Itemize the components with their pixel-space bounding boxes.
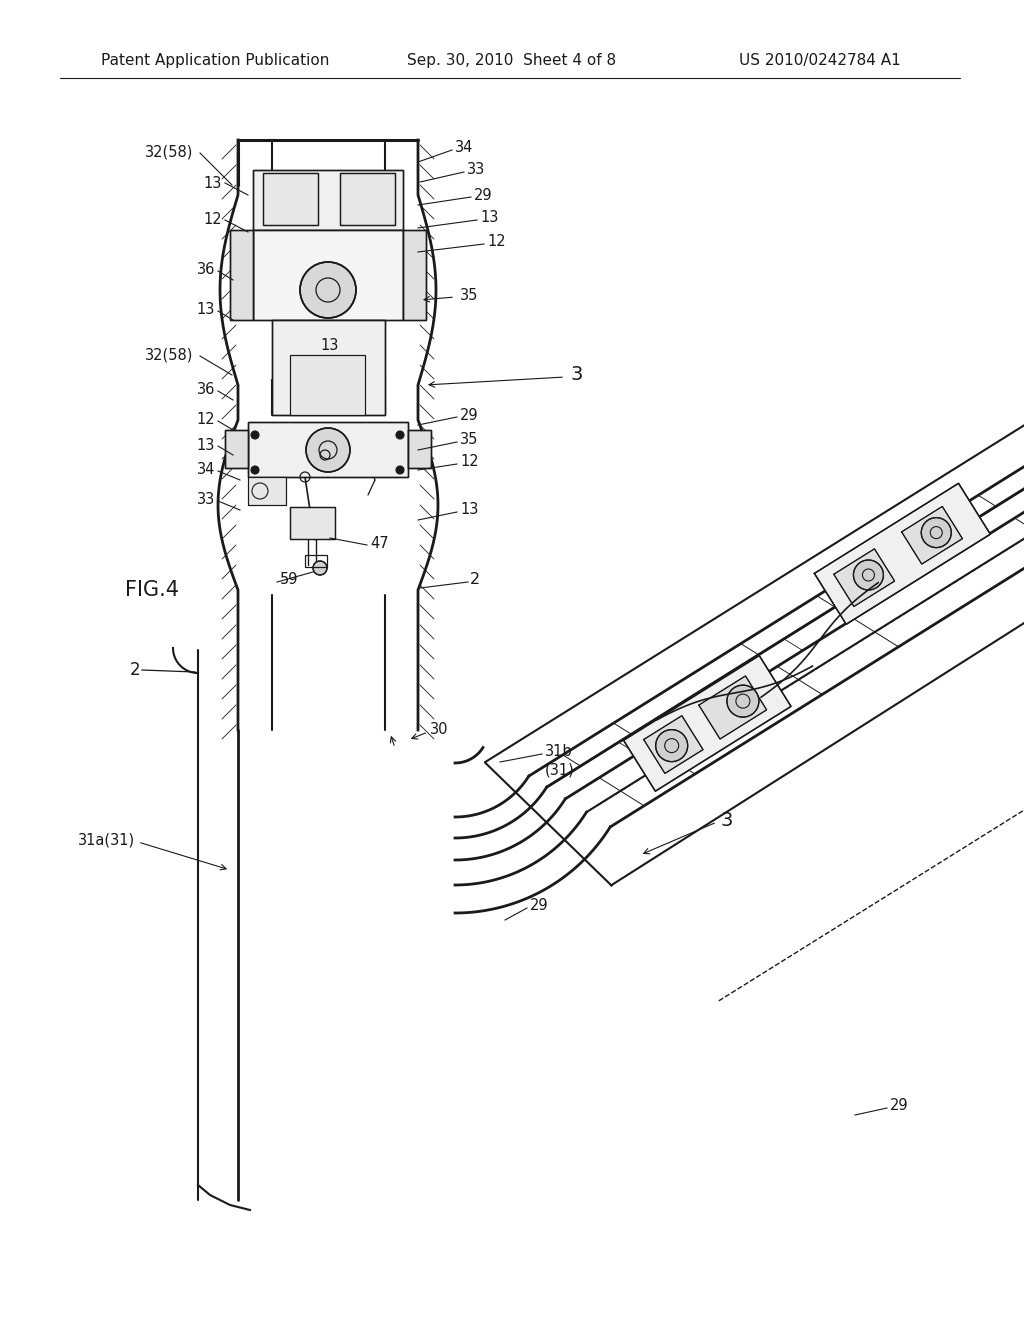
Text: 12: 12 (204, 213, 222, 227)
Text: 29: 29 (890, 1097, 908, 1113)
Text: 13: 13 (197, 302, 215, 318)
Text: 36: 36 (197, 383, 215, 397)
Bar (253, 170, 403, 230)
Text: 12: 12 (487, 235, 506, 249)
Polygon shape (834, 549, 895, 606)
Text: 2: 2 (470, 573, 480, 587)
Bar (253, 230, 403, 319)
Polygon shape (901, 507, 963, 564)
Text: 32(58): 32(58) (144, 347, 193, 363)
Text: 12: 12 (197, 412, 215, 428)
Bar (225, 430, 248, 469)
Bar (340, 173, 395, 224)
Text: 33: 33 (197, 492, 215, 507)
Text: 13: 13 (480, 210, 499, 226)
Text: 36: 36 (197, 263, 215, 277)
Text: 13: 13 (197, 437, 215, 453)
Bar (403, 230, 426, 319)
Circle shape (727, 685, 759, 717)
Circle shape (251, 466, 259, 474)
Circle shape (922, 517, 951, 548)
Text: 31a(31): 31a(31) (78, 833, 135, 847)
Text: 35: 35 (460, 288, 478, 302)
Bar (272, 319, 385, 414)
Text: 34: 34 (455, 140, 473, 156)
Text: 13: 13 (460, 503, 478, 517)
Bar (230, 230, 253, 319)
Circle shape (306, 428, 350, 473)
Text: 2: 2 (129, 661, 140, 678)
Bar (248, 477, 286, 506)
Bar (248, 422, 408, 477)
Text: 59: 59 (280, 573, 299, 587)
Circle shape (300, 261, 356, 318)
Text: (31): (31) (545, 763, 574, 777)
Bar (263, 173, 318, 224)
Bar (290, 507, 335, 539)
Bar (290, 355, 365, 414)
Text: 29: 29 (474, 187, 493, 202)
Polygon shape (624, 656, 791, 791)
Text: 35: 35 (460, 433, 478, 447)
Circle shape (251, 432, 259, 440)
Bar (253, 170, 403, 230)
Polygon shape (698, 676, 767, 739)
Text: 13: 13 (204, 176, 222, 190)
Bar (408, 430, 431, 469)
Bar (305, 554, 327, 568)
Text: 33: 33 (467, 162, 485, 177)
Text: 30: 30 (430, 722, 449, 738)
Bar (290, 355, 365, 414)
Circle shape (853, 560, 884, 590)
Text: 31b: 31b (545, 744, 572, 759)
Bar (408, 430, 431, 469)
Polygon shape (644, 715, 703, 774)
Bar (248, 477, 286, 506)
Bar (230, 230, 253, 319)
Polygon shape (814, 483, 990, 624)
Text: 29: 29 (460, 408, 478, 422)
Bar (263, 173, 318, 224)
Text: 3: 3 (570, 366, 583, 384)
Bar (272, 319, 385, 414)
Bar (340, 173, 395, 224)
Bar (290, 507, 335, 539)
Bar (248, 422, 408, 477)
Text: US 2010/0242784 A1: US 2010/0242784 A1 (739, 53, 901, 67)
Circle shape (396, 432, 404, 440)
Text: 47: 47 (370, 536, 389, 550)
Circle shape (655, 730, 688, 762)
Circle shape (396, 466, 404, 474)
Text: Sep. 30, 2010  Sheet 4 of 8: Sep. 30, 2010 Sheet 4 of 8 (408, 53, 616, 67)
Text: 32(58): 32(58) (144, 144, 193, 160)
Bar (225, 430, 248, 469)
Text: 29: 29 (530, 898, 549, 912)
Text: FIG.4: FIG.4 (125, 579, 179, 601)
Bar (403, 230, 426, 319)
Text: Patent Application Publication: Patent Application Publication (100, 53, 329, 67)
Text: 34: 34 (197, 462, 215, 478)
Text: 13: 13 (321, 338, 339, 352)
Text: 12: 12 (460, 454, 478, 470)
Bar (253, 230, 403, 319)
Circle shape (313, 561, 327, 576)
Text: 3: 3 (720, 810, 732, 829)
